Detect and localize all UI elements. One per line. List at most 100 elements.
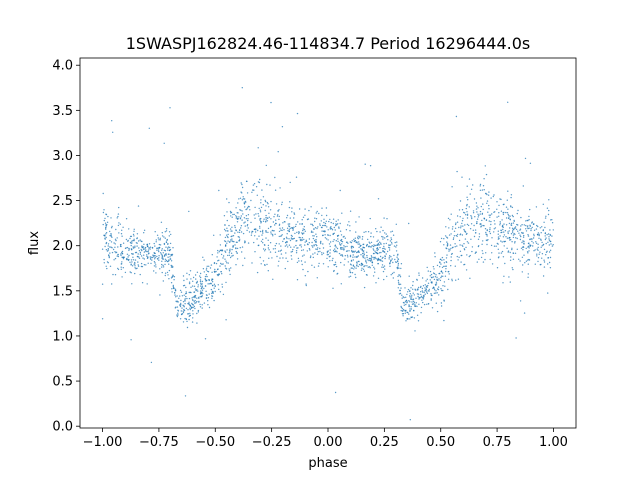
data-point (318, 212, 320, 215)
data-point (107, 245, 109, 247)
data-point (357, 251, 359, 253)
data-point (121, 235, 123, 237)
data-point (370, 241, 373, 244)
data-point (274, 189, 277, 191)
data-point (103, 219, 106, 222)
data-point (438, 278, 440, 280)
data-point (523, 254, 525, 256)
data-point (117, 215, 119, 218)
data-point (140, 240, 142, 242)
data-point (279, 187, 281, 189)
data-point (303, 228, 306, 231)
data-point (511, 241, 513, 243)
data-point (107, 248, 110, 250)
data-point (510, 239, 512, 241)
data-point (436, 288, 439, 290)
data-point (161, 232, 163, 234)
data-point (483, 218, 486, 220)
data-point (384, 237, 386, 239)
data-point (173, 279, 175, 281)
data-point (105, 232, 108, 234)
data-point (470, 215, 472, 217)
data-point (129, 235, 132, 238)
data-point (175, 300, 177, 302)
data-point (351, 250, 353, 253)
data-point (531, 240, 533, 243)
data-point (355, 231, 357, 233)
data-point (370, 259, 373, 261)
data-point (491, 213, 493, 215)
data-point (291, 227, 294, 229)
data-point (219, 265, 221, 267)
data-point (240, 215, 242, 217)
data-point (252, 189, 254, 191)
data-point (321, 252, 323, 254)
data-point (199, 290, 202, 292)
data-point (304, 244, 306, 246)
data-point (430, 299, 432, 301)
data-point (336, 247, 339, 250)
data-point (499, 221, 501, 223)
data-point (185, 293, 187, 295)
data-point (254, 231, 257, 233)
data-point (365, 262, 368, 264)
data-point (440, 276, 442, 279)
data-point (363, 250, 365, 252)
data-point (358, 260, 360, 263)
data-point (371, 245, 373, 247)
data-point (520, 225, 522, 227)
data-point (524, 262, 526, 264)
data-point (515, 337, 517, 339)
data-point (485, 219, 488, 221)
data-point (224, 258, 226, 260)
data-point (435, 274, 437, 276)
data-point (361, 248, 363, 251)
data-point (458, 239, 461, 242)
data-point (381, 235, 383, 238)
data-point (143, 264, 146, 266)
data-point (401, 297, 403, 299)
data-point (335, 224, 337, 227)
data-point (409, 301, 411, 303)
data-point (224, 265, 226, 267)
data-point (201, 291, 203, 293)
data-point (450, 253, 453, 255)
data-point (457, 259, 459, 261)
data-point (269, 242, 272, 244)
data-point (392, 234, 395, 236)
data-point (278, 260, 280, 262)
data-point (464, 238, 467, 240)
data-point (254, 235, 256, 237)
data-point (153, 256, 155, 258)
data-point (172, 284, 174, 287)
data-point (459, 244, 461, 246)
data-point (132, 246, 134, 248)
data-point (458, 209, 461, 211)
data-point (358, 216, 360, 218)
data-point (188, 281, 191, 283)
data-point (519, 300, 522, 302)
data-point (153, 270, 155, 272)
data-point (164, 260, 166, 262)
data-point (493, 228, 495, 230)
data-point (533, 233, 535, 235)
data-point (455, 279, 457, 281)
data-point (327, 266, 329, 268)
data-point (278, 224, 281, 226)
data-point (519, 260, 521, 262)
data-point (105, 233, 107, 235)
data-point (497, 248, 499, 250)
data-point (225, 281, 227, 284)
data-point (103, 234, 105, 237)
data-point (196, 322, 198, 324)
data-point (177, 314, 179, 316)
data-point (447, 278, 450, 280)
data-point (450, 247, 452, 250)
data-point (267, 244, 270, 247)
data-point (128, 248, 130, 250)
data-point (162, 258, 164, 260)
data-point (330, 227, 333, 230)
data-point (134, 245, 136, 247)
data-point (431, 282, 433, 284)
data-point (318, 262, 320, 265)
